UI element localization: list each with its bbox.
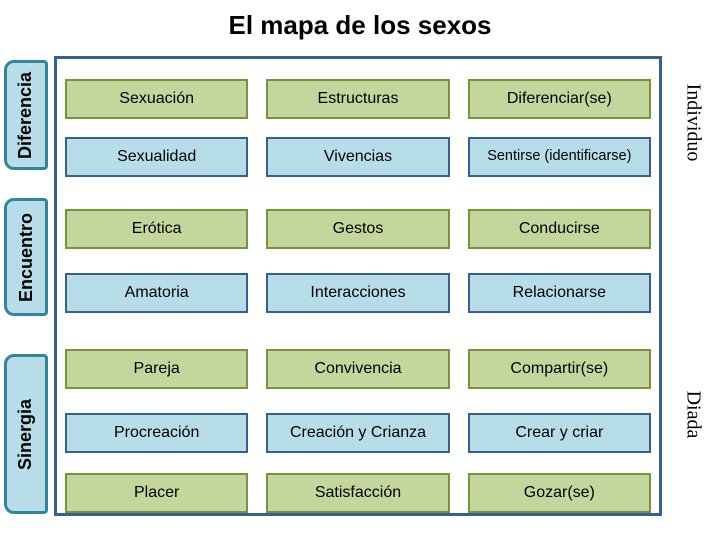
cell: Pareja (65, 349, 248, 389)
diagram-stage: Diferencia Encuentro Sinergia Sexuación … (0, 50, 720, 530)
cell: Convivencia (266, 349, 449, 389)
cell: Crear y criar (468, 413, 651, 453)
left-tab-label: Sinergia (16, 398, 37, 469)
left-tab-label: Diferencia (16, 71, 37, 158)
cell: Erótica (65, 209, 248, 249)
right-tab-label: Diada (682, 390, 705, 438)
cell: Sexualidad (65, 137, 248, 177)
table-row: Erótica Gestos Conducirse (65, 209, 651, 249)
left-tab-diferencia: Diferencia (4, 60, 48, 170)
right-tab-label: Individuo (682, 83, 705, 161)
cell: Placer (65, 473, 248, 513)
cell: Creación y Crianza (266, 413, 449, 453)
cell: Gozar(se) (468, 473, 651, 513)
table-row: Sexualidad Vivencias Sentirse (identific… (65, 137, 651, 177)
table-row: Placer Satisfacción Gozar(se) (65, 473, 651, 513)
left-tab-label: Encuentro (16, 212, 37, 301)
cell: Procreación (65, 413, 248, 453)
table-row: Sexuación Estructuras Diferenciar(se) (65, 79, 651, 119)
cell: Vivencias (266, 137, 449, 177)
left-tab-sinergia: Sinergia (4, 354, 48, 514)
cell: Relacionarse (468, 273, 651, 313)
table-row: Amatoria Interacciones Relacionarse (65, 273, 651, 313)
cell: Sexuación (65, 79, 248, 119)
cell: Compartir(se) (468, 349, 651, 389)
right-tab-diada: Diada (670, 354, 716, 474)
cell: Sentirse (identificarse) (468, 137, 651, 177)
page-title: El mapa de los sexos (0, 0, 720, 47)
cell: Diferenciar(se) (468, 79, 651, 119)
cell: Interacciones (266, 273, 449, 313)
cell: Gestos (266, 209, 449, 249)
cell: Conducirse (468, 209, 651, 249)
table-row: Pareja Convivencia Compartir(se) (65, 349, 651, 389)
right-tab-individuo: Individuo (670, 56, 716, 188)
content-frame: Sexuación Estructuras Diferenciar(se) Se… (54, 56, 662, 516)
cell: Amatoria (65, 273, 248, 313)
table-row: Procreación Creación y Crianza Crear y c… (65, 413, 651, 453)
cell: Estructuras (266, 79, 449, 119)
left-tab-encuentro: Encuentro (4, 198, 48, 316)
cell: Satisfacción (266, 473, 449, 513)
